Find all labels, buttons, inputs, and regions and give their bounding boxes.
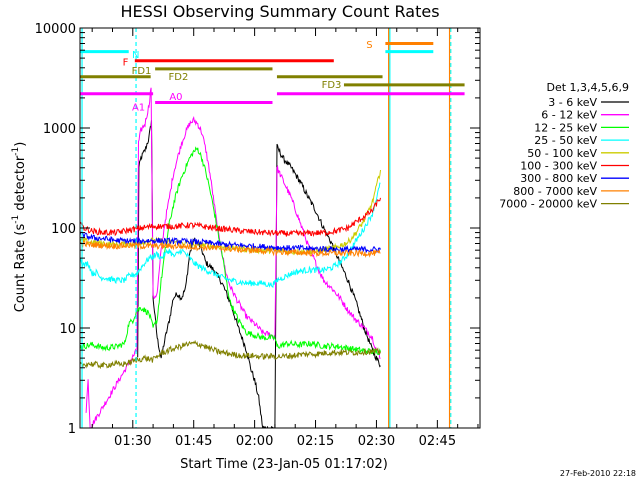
plot-area bbox=[80, 28, 465, 428]
y-label-end: ) bbox=[13, 142, 28, 147]
series-line-0 bbox=[137, 120, 381, 428]
x-tick-label-2: 02:00 bbox=[236, 434, 273, 449]
x-tick-label-0: 01:30 bbox=[114, 434, 151, 449]
y-axis-label: Count Rate (s-1 detector-1) bbox=[11, 142, 28, 313]
x-tick-label-5: 02:45 bbox=[419, 434, 456, 449]
series-line-1 bbox=[85, 87, 381, 428]
y-label-mid: detector bbox=[13, 155, 28, 215]
legend-label-7: 800 - 7000 keV bbox=[513, 185, 597, 198]
svg-text:Count Rate (s-1 detector-1): Count Rate (s-1 detector-1) bbox=[11, 142, 28, 313]
flag-label-s: S bbox=[366, 40, 372, 51]
flag-label-n: N bbox=[132, 50, 139, 61]
series-line-8 bbox=[80, 339, 381, 370]
flag-label-a0: A0 bbox=[169, 92, 182, 103]
y-tick-label-3: 1000 bbox=[43, 122, 76, 137]
flag-label-a1: A1 bbox=[132, 102, 145, 113]
x-axis-label: Start Time (23-Jan-05 01:17:02) bbox=[180, 457, 388, 472]
flag-label-f: F bbox=[123, 58, 129, 69]
legend-label-5: 100 - 300 keV bbox=[520, 160, 597, 173]
legend-label-4: 50 - 100 keV bbox=[527, 147, 597, 160]
x-tick-label-3: 02:15 bbox=[297, 434, 334, 449]
axes: 1 10 100 1000 10000 01:30 01:45 02:00 02:15 02:30… bbox=[35, 22, 481, 449]
x-tick-label-1: 01:45 bbox=[175, 434, 212, 449]
x-tick-label-4: 02:30 bbox=[358, 434, 395, 449]
flag-label-fd1: FD1 bbox=[132, 66, 152, 77]
series-line-4 bbox=[80, 169, 381, 256]
legend-label-6: 300 - 800 keV bbox=[520, 172, 597, 185]
series-line-6 bbox=[80, 231, 381, 254]
y-tick-label-0: 1 bbox=[68, 422, 76, 437]
y-tick-label-4: 10000 bbox=[35, 22, 76, 37]
series-line-2 bbox=[80, 146, 381, 355]
legend-label-1: 6 - 12 keV bbox=[541, 109, 597, 122]
flag-label-fd2: FD2 bbox=[169, 72, 189, 83]
legend-title: Det 1,3,4,5,6,9 bbox=[546, 81, 629, 94]
y-label-sup2: -1 bbox=[11, 147, 21, 156]
y-label-sup1: -1 bbox=[11, 215, 21, 224]
footer-timestamp: 27-Feb-2010 22:18 bbox=[560, 469, 636, 478]
y-tick-label-1: 10 bbox=[59, 322, 76, 337]
legend-label-3: 25 - 50 keV bbox=[534, 134, 597, 147]
flag-label-fd3: FD3 bbox=[322, 80, 342, 91]
legend-label-8: 7000 - 20000 keV bbox=[499, 198, 597, 211]
chart-title: HESSI Observing Summary Count Rates bbox=[120, 2, 439, 21]
legend-label-0: 3 - 6 keV bbox=[548, 96, 597, 109]
series-line-5 bbox=[80, 197, 381, 238]
series-line-7 bbox=[80, 240, 381, 259]
legend-label-2: 12 - 25 keV bbox=[534, 121, 597, 134]
y-tick-label-2: 100 bbox=[51, 222, 76, 237]
series-line-3 bbox=[80, 182, 381, 288]
y-label-main: Count Rate (s bbox=[13, 224, 28, 313]
